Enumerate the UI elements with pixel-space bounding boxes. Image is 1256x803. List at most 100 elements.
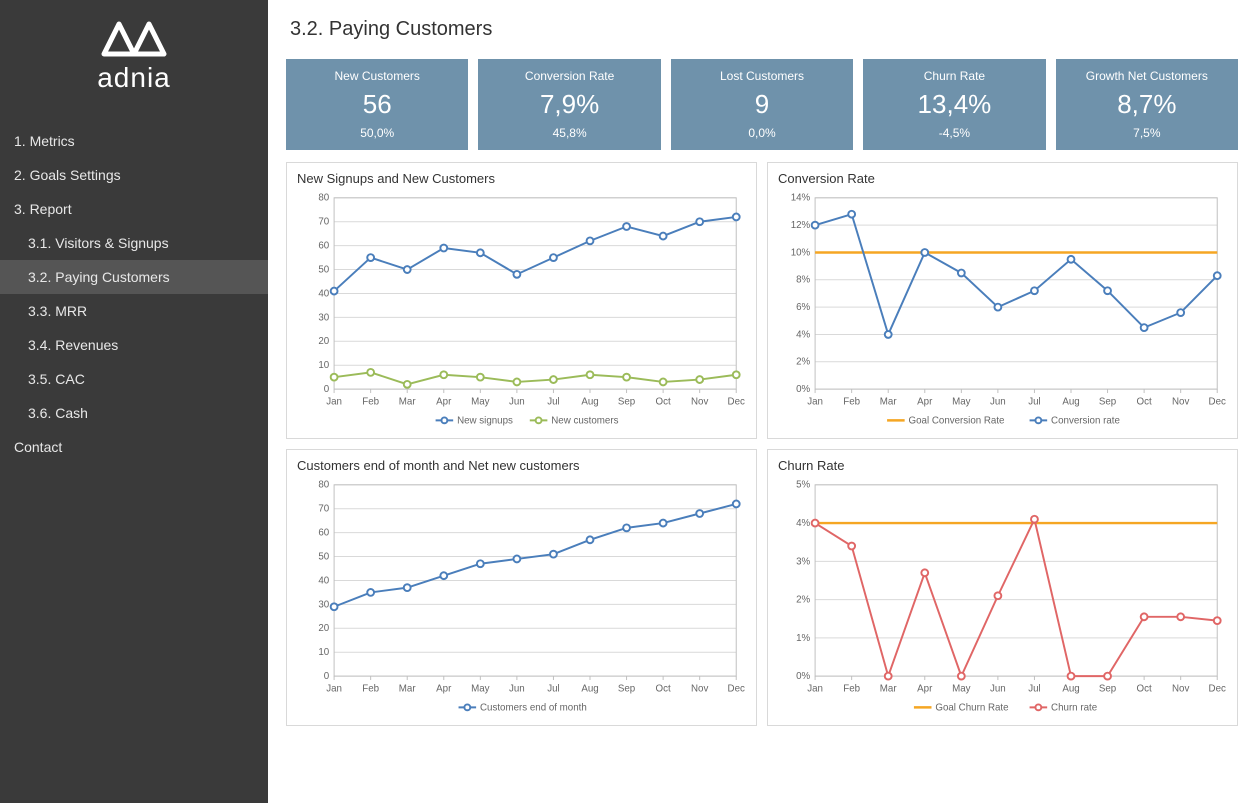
kpi-value: 7,9%: [482, 89, 656, 120]
nav-item[interactable]: 1. Metrics: [0, 124, 268, 158]
svg-text:Jun: Jun: [990, 397, 1006, 408]
svg-text:Nov: Nov: [691, 397, 708, 408]
svg-text:May: May: [471, 684, 490, 695]
svg-text:0: 0: [324, 384, 330, 395]
svg-text:Nov: Nov: [1172, 684, 1189, 695]
kpi-label: Churn Rate: [867, 69, 1041, 83]
nav-sub-item[interactable]: 3.4. Revenues: [0, 328, 268, 362]
svg-text:Nov: Nov: [1172, 397, 1189, 408]
chart-svg: 01020304050607080JanFebMarAprMayJunJulAu…: [297, 477, 746, 721]
svg-text:Aug: Aug: [581, 684, 598, 695]
svg-text:Dec: Dec: [1209, 397, 1226, 408]
nav-sub-item[interactable]: 3.2. Paying Customers: [0, 260, 268, 294]
svg-text:Jul: Jul: [547, 684, 559, 695]
kpi-label: Lost Customers: [675, 69, 849, 83]
kpi-card: Lost Customers 9 0,0%: [671, 59, 853, 150]
svg-text:40: 40: [318, 288, 329, 299]
svg-text:Jan: Jan: [807, 684, 823, 695]
chart-conversion: Conversion Rate 0%2%4%6%8%10%12%14%JanFe…: [767, 162, 1238, 439]
kpi-row: New Customers 56 50,0% Conversion Rate 7,9% 4…: [286, 59, 1238, 150]
svg-text:Sep: Sep: [618, 684, 636, 695]
svg-text:Apr: Apr: [917, 397, 933, 408]
kpi-value: 9: [675, 89, 849, 120]
svg-text:4%: 4%: [796, 329, 810, 340]
kpi-sub: 0,0%: [675, 126, 849, 140]
svg-text:10%: 10%: [791, 247, 811, 258]
svg-text:Jan: Jan: [807, 397, 823, 408]
main: 3.2. Paying Customers New Customers5650,…: [268, 0, 1256, 803]
svg-text:New customers: New customers: [551, 415, 618, 426]
svg-text:Jun: Jun: [509, 684, 525, 695]
kpi-card: Churn Rate 13,4% -4,5%: [863, 59, 1045, 150]
svg-text:20: 20: [318, 336, 329, 347]
kpi-card: New Customers 56 50,0%: [286, 59, 468, 150]
svg-text:Aug: Aug: [1062, 684, 1079, 695]
svg-text:Apr: Apr: [917, 684, 933, 695]
chart-eom: Customers end of month and Net new custo…: [286, 449, 757, 726]
svg-text:0%: 0%: [796, 671, 810, 682]
svg-text:70: 70: [318, 504, 329, 515]
nav-item[interactable]: 2. Goals Settings: [0, 158, 268, 192]
svg-text:Jan: Jan: [326, 397, 342, 408]
svg-text:Feb: Feb: [843, 397, 860, 408]
svg-text:Apr: Apr: [436, 397, 452, 408]
svg-text:Jul: Jul: [547, 397, 559, 408]
svg-text:2%: 2%: [796, 357, 810, 368]
svg-text:10: 10: [318, 360, 329, 371]
svg-text:0: 0: [324, 671, 330, 682]
svg-text:New signups: New signups: [457, 415, 513, 426]
logo: adnia: [0, 10, 268, 114]
svg-text:Aug: Aug: [1062, 397, 1079, 408]
svg-text:8%: 8%: [796, 275, 810, 286]
chart-churn: Churn Rate 0%1%2%3%4%5%JanFebMarAprMayJu…: [767, 449, 1238, 726]
svg-text:Sep: Sep: [618, 397, 636, 408]
kpi-value: 56: [290, 89, 464, 120]
kpi-sub: -4,5%: [867, 126, 1041, 140]
kpi-value: 8,7%: [1060, 89, 1234, 120]
kpi-sub: 45,8%: [482, 126, 656, 140]
nav-sub-item[interactable]: 3.1. Visitors & Signups: [0, 226, 268, 260]
nav-item[interactable]: Contact: [0, 430, 268, 464]
chart-title: Churn Rate: [778, 458, 1227, 473]
chart-title: New Signups and New Customers: [297, 171, 746, 186]
svg-text:Jan: Jan: [326, 684, 342, 695]
brand-name: adnia: [0, 62, 268, 94]
kpi-sub: 50,0%: [290, 126, 464, 140]
svg-text:60: 60: [318, 528, 329, 539]
svg-text:40: 40: [318, 575, 329, 586]
kpi-value: 13,4%: [867, 89, 1041, 120]
nav: 1. Metrics2. Goals Settings3. Report3.1.…: [0, 124, 268, 464]
svg-text:Customers end of month: Customers end of month: [480, 702, 587, 713]
chart-signups: New Signups and New Customers 0102030405…: [286, 162, 757, 439]
kpi-label: Conversion Rate: [482, 69, 656, 83]
chart-svg: 01020304050607080JanFebMarAprMayJunJulAu…: [297, 190, 746, 434]
nav-item[interactable]: 3. Report: [0, 192, 268, 226]
svg-text:Aug: Aug: [581, 397, 598, 408]
svg-text:Sep: Sep: [1099, 397, 1117, 408]
svg-text:Oct: Oct: [1137, 397, 1152, 408]
kpi-label: New Customers: [290, 69, 464, 83]
charts-grid: New Signups and New Customers 0 10 20 30 40 5…: [286, 162, 1238, 726]
svg-text:May: May: [952, 684, 971, 695]
svg-text:Oct: Oct: [1137, 684, 1152, 695]
nav-sub-item[interactable]: 3.3. MRR: [0, 294, 268, 328]
kpi-card: Conversion Rate 7,9% 45,8%: [478, 59, 660, 150]
nav-sub-item[interactable]: 3.6. Cash: [0, 396, 268, 430]
svg-text:4%: 4%: [796, 518, 810, 529]
svg-text:10: 10: [318, 647, 329, 658]
nav-sub-item[interactable]: 3.5. CAC: [0, 362, 268, 396]
svg-text:Goal Churn Rate: Goal Churn Rate: [935, 702, 1008, 713]
svg-text:50: 50: [318, 551, 329, 562]
svg-text:1%: 1%: [796, 633, 810, 644]
svg-text:14%: 14%: [791, 193, 811, 204]
svg-text:30: 30: [318, 312, 329, 323]
svg-text:Sep: Sep: [1099, 684, 1117, 695]
svg-text:Nov: Nov: [691, 684, 708, 695]
svg-text:Mar: Mar: [880, 684, 898, 695]
svg-text:Dec: Dec: [728, 397, 745, 408]
svg-text:Mar: Mar: [399, 397, 417, 408]
svg-text:Oct: Oct: [656, 684, 671, 695]
chart-svg: 0%2%4%6%8%10%12%14%JanFebMarAprMayJunJul…: [778, 190, 1227, 434]
svg-text:Jul: Jul: [1028, 397, 1040, 408]
chart-title: Conversion Rate: [778, 171, 1227, 186]
